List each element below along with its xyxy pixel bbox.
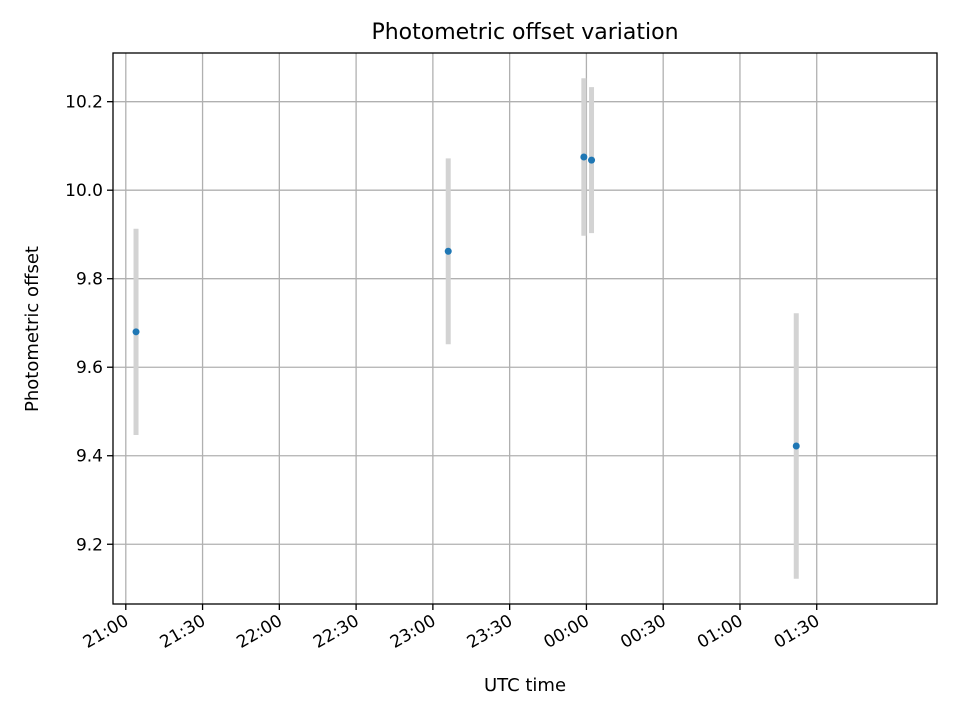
- data-point: [588, 156, 596, 164]
- data-point: [444, 247, 452, 255]
- y-axis-label: Photometric offset: [22, 246, 43, 412]
- x-tick-label: 00:30: [617, 611, 669, 653]
- data-points: [132, 153, 800, 450]
- data-point: [132, 328, 140, 336]
- x-tick-label: 21:30: [157, 611, 209, 653]
- x-tick-label: 21:00: [80, 611, 132, 653]
- x-tick-label: 01:00: [694, 611, 746, 653]
- x-tick-label: 22:30: [310, 611, 362, 653]
- grid-lines: [113, 53, 937, 604]
- y-tick-label: 9.2: [76, 535, 103, 555]
- x-tick-label: 23:30: [464, 611, 516, 653]
- y-tick-label: 9.6: [76, 358, 103, 378]
- chart-title: Photometric offset variation: [371, 20, 678, 45]
- data-point: [580, 153, 588, 161]
- x-axis-label: UTC time: [484, 675, 566, 696]
- y-tick-label: 10.0: [65, 181, 103, 201]
- data-point: [792, 442, 800, 450]
- y-tick-label: 10.2: [65, 93, 103, 113]
- x-tick-label: 00:00: [540, 611, 592, 653]
- error-bars: [133, 78, 799, 579]
- x-tick-label: 01:30: [771, 611, 823, 653]
- plot-frame: [112, 52, 938, 605]
- y-tick-label: 9.8: [76, 270, 103, 290]
- y-tick-label: 9.4: [76, 447, 103, 467]
- y-axis: 9.2 9.4 9.6 9.8 10.0 10.2: [65, 93, 113, 555]
- x-tick-label: 22:00: [233, 611, 285, 653]
- x-tick-label: 23:00: [387, 611, 439, 653]
- x-axis: 21:00 21:30 22:00 22:30 23:00 23:30 00:00 00:30…: [80, 604, 823, 653]
